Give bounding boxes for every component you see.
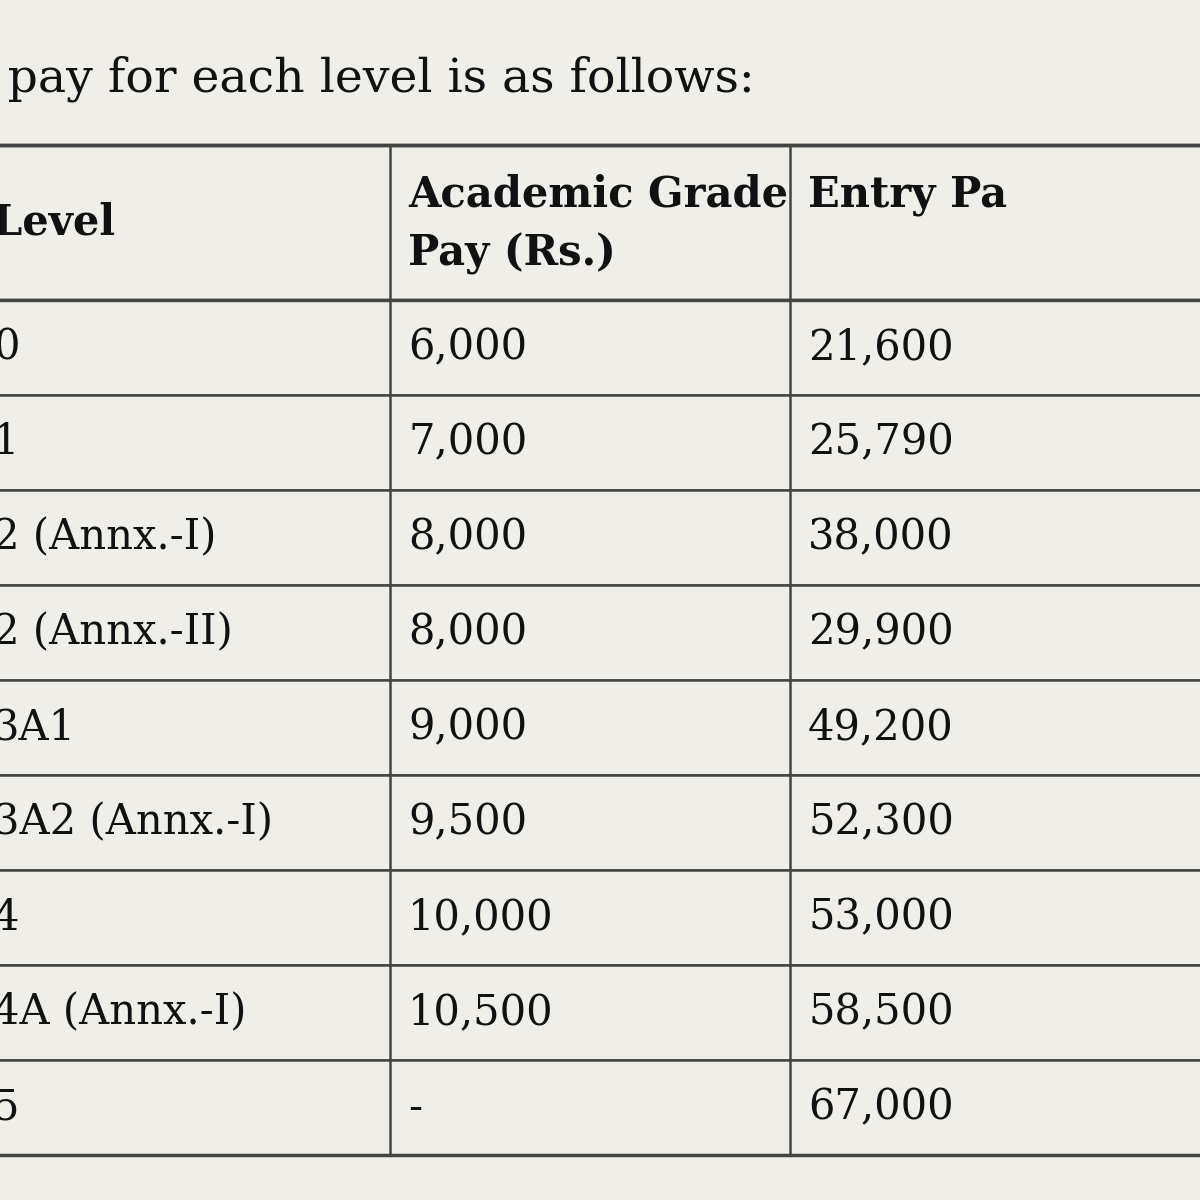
Text: Entry Pa: Entry Pa bbox=[808, 174, 1007, 216]
Bar bbox=[0, 775, 1200, 870]
Bar bbox=[0, 870, 1200, 965]
Text: 5: 5 bbox=[0, 1086, 19, 1128]
Text: 6,000: 6,000 bbox=[408, 326, 527, 368]
Text: 1: 1 bbox=[0, 421, 19, 463]
Text: 3A2 (Annx.-I): 3A2 (Annx.-I) bbox=[0, 802, 274, 844]
Bar bbox=[0, 680, 1200, 775]
Text: 9,500: 9,500 bbox=[408, 802, 527, 844]
Text: r pay for each level is as follows:: r pay for each level is as follows: bbox=[0, 55, 755, 102]
Text: 25,790: 25,790 bbox=[808, 421, 954, 463]
Text: 29,900: 29,900 bbox=[808, 612, 954, 654]
Bar bbox=[0, 145, 1200, 300]
Text: 3A1: 3A1 bbox=[0, 707, 76, 749]
Text: 53,000: 53,000 bbox=[808, 896, 954, 938]
Text: 38,000: 38,000 bbox=[808, 516, 954, 558]
Bar bbox=[0, 584, 1200, 680]
Text: 9,000: 9,000 bbox=[408, 707, 527, 749]
Text: 67,000: 67,000 bbox=[808, 1086, 954, 1128]
Text: 2 (Annx.-I): 2 (Annx.-I) bbox=[0, 516, 216, 558]
Bar bbox=[0, 300, 1200, 395]
Text: 10,000: 10,000 bbox=[408, 896, 553, 938]
Text: 8,000: 8,000 bbox=[408, 612, 527, 654]
Text: 10,500: 10,500 bbox=[408, 991, 553, 1033]
Text: 8,000: 8,000 bbox=[408, 516, 527, 558]
Text: 21,600: 21,600 bbox=[808, 326, 954, 368]
Text: 49,200: 49,200 bbox=[808, 707, 954, 749]
Bar bbox=[0, 1060, 1200, 1154]
Text: 0: 0 bbox=[0, 326, 19, 368]
Bar bbox=[0, 395, 1200, 490]
Text: Academic Grade: Academic Grade bbox=[408, 174, 788, 216]
Bar bbox=[0, 490, 1200, 584]
Text: -: - bbox=[408, 1086, 422, 1128]
Text: 4: 4 bbox=[0, 896, 19, 938]
Text: 4A (Annx.-I): 4A (Annx.-I) bbox=[0, 991, 246, 1033]
Text: Pay (Rs.): Pay (Rs.) bbox=[408, 233, 616, 275]
Text: 52,300: 52,300 bbox=[808, 802, 954, 844]
Bar bbox=[0, 965, 1200, 1060]
Text: Level: Level bbox=[0, 202, 115, 244]
Text: 58,500: 58,500 bbox=[808, 991, 954, 1033]
Text: 2 (Annx.-II): 2 (Annx.-II) bbox=[0, 612, 233, 654]
Text: 7,000: 7,000 bbox=[408, 421, 527, 463]
